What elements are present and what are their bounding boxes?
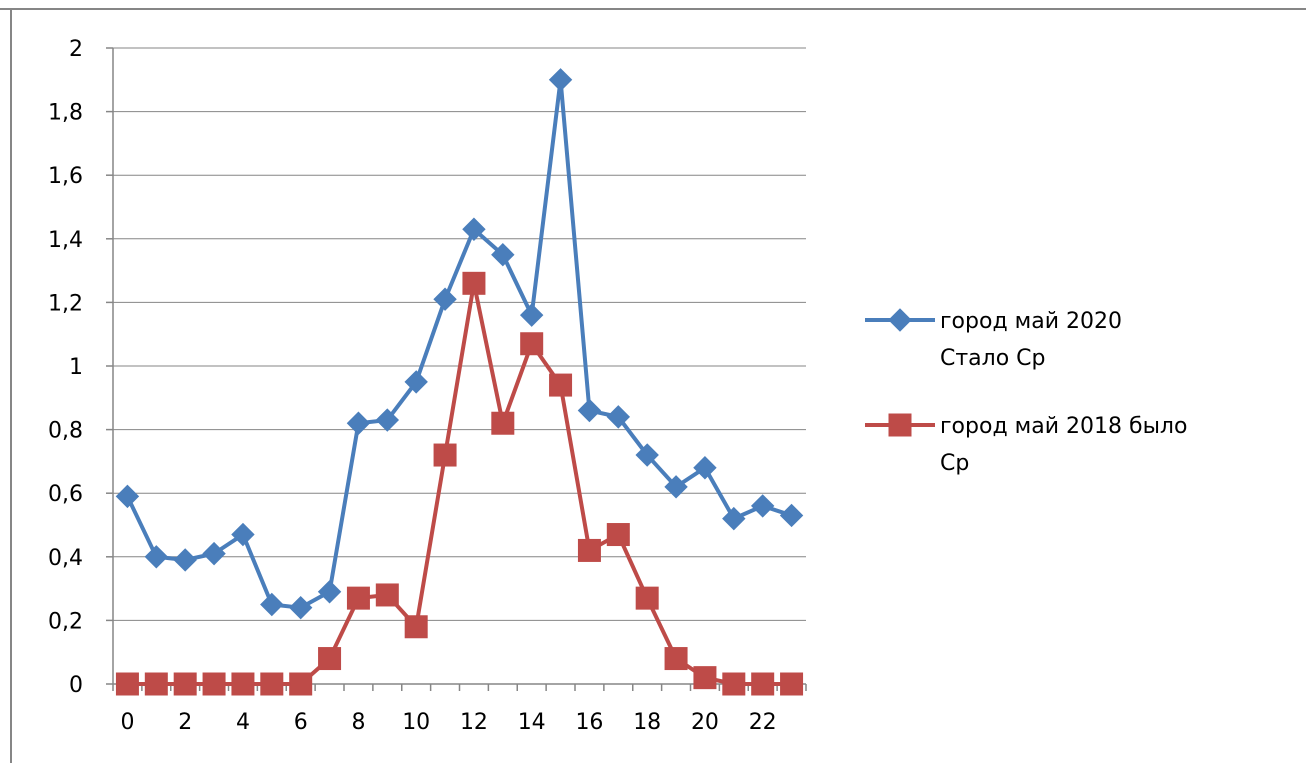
y-tick-label: 2 [69,37,83,62]
series [115,68,804,696]
diamond-marker [635,443,659,467]
diamond-marker [288,595,313,620]
y-tick-label: 0,6 [48,482,83,507]
square-marker [346,586,370,610]
y-tick-label: 1,8 [48,101,83,126]
legend-label-line2: Стало Ср [940,346,1046,371]
y-tick-label: 0,4 [48,546,83,571]
y-tick-labels: 0 0,2 0,4 0,6 0,8 1 1,2 1,4 1,6 1,8 2 [48,37,83,698]
diamond-marker [115,484,140,509]
y-tick-label: 1 [69,355,83,380]
diamond-marker [664,475,688,499]
square-marker [115,672,139,696]
diamond-marker [375,408,400,432]
diamond-marker [606,405,631,429]
square-marker [751,672,775,696]
chart-frame [0,8,1306,763]
x-tick-label: 14 [518,710,546,735]
y-tick-label: 0,8 [48,419,83,444]
legend-marker [888,413,912,437]
square-marker [520,332,544,356]
square-marker [462,271,486,295]
legend-label: город май 2018 было [940,414,1187,439]
square-marker [173,672,197,696]
diamond-marker [404,370,428,394]
diamond-marker [750,494,775,518]
square-marker [577,538,601,562]
diamond-marker [491,242,515,267]
square-marker [202,672,226,696]
y-tick-label: 0 [69,673,83,698]
y-tick-label: 1,6 [48,164,83,189]
diamond-marker [577,398,602,423]
square-marker [231,672,255,696]
square-marker [722,672,746,696]
diamond-marker [173,548,197,572]
square-marker [606,523,630,547]
x-tick-label: 12 [460,710,488,735]
diamond-marker [693,456,717,480]
diamond-marker [519,303,544,327]
x-tick-label: 4 [236,710,250,735]
series-1 [115,68,804,620]
square-marker [664,647,688,671]
x-tick-label: 0 [120,710,134,735]
x-tick-label: 22 [749,710,777,735]
diamond-marker [202,541,226,566]
diamond-marker [722,506,746,531]
legend: город май 2020 Стало Ср город май 2018 был… [865,308,1187,476]
series-line [127,281,792,686]
diamond-marker [548,68,573,92]
legend-label: город май 2020 [940,309,1122,334]
diamond-marker [779,503,804,528]
x-tick-label: 20 [691,710,719,735]
diamond-marker [260,592,284,617]
y-tick-label: 1,2 [48,291,83,316]
grid-lines [113,47,806,621]
x-tick-label: 16 [575,710,603,735]
series-2 [115,271,804,696]
diamond-marker [433,287,457,311]
legend-item-2: город май 2018 было Ср [865,413,1187,476]
legend-marker [888,308,912,332]
square-marker [635,586,659,610]
y-tick-label: 0,2 [48,609,83,634]
diamond-marker [346,411,371,435]
x-tick-label: 10 [402,710,430,735]
y-tick-label: 1,4 [48,228,83,253]
diamond-marker [144,545,169,569]
square-marker [549,373,573,397]
square-marker [693,666,717,690]
square-marker [404,615,428,639]
legend-item-1: город май 2020 Стало Ср [865,308,1122,371]
square-marker [375,583,399,607]
legend-label-line2: Ср [940,451,969,476]
x-tick-label: 6 [294,710,308,735]
square-marker [144,672,168,696]
x-tick-label: 18 [633,710,661,735]
x-tick-label: 8 [351,710,365,735]
axes [106,47,807,691]
diamond-marker [462,217,486,241]
square-marker [289,672,313,696]
diamond-marker [317,580,342,604]
square-marker [780,672,804,696]
x-tick-label: 2 [178,710,192,735]
diamond-marker [231,522,255,547]
series-line [125,77,793,610]
square-marker [433,443,457,467]
x-tick-labels: 0 2 4 6 8 10 12 14 16 18 20 22 [120,710,776,735]
square-marker [318,647,342,671]
square-marker [260,672,284,696]
square-marker [491,411,515,435]
